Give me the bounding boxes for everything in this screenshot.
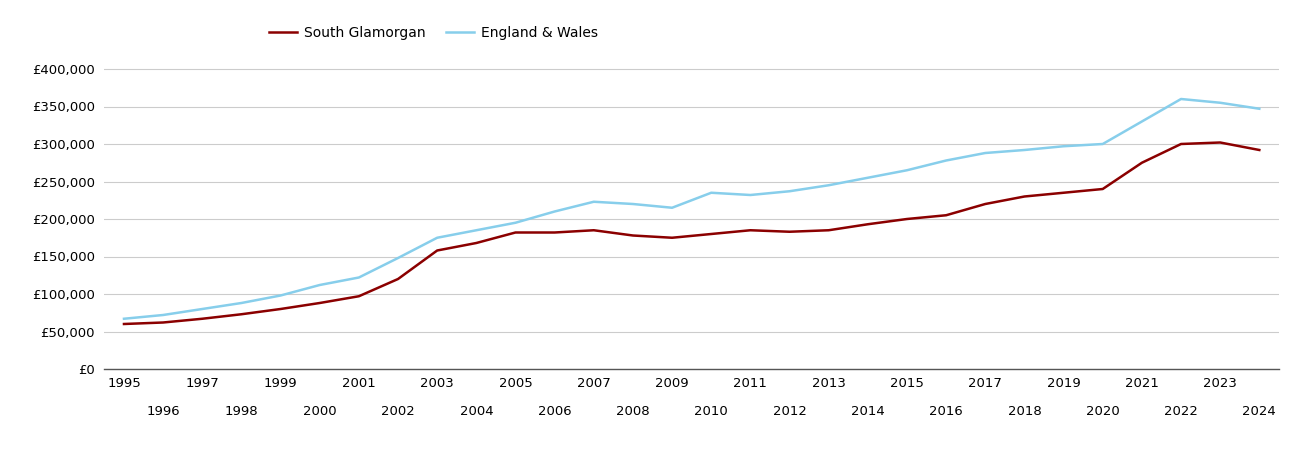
Text: 2016: 2016 (929, 405, 963, 418)
South Glamorgan (703, 231, 719, 237)
England & Wales (194, 306, 210, 312)
England & Wales (664, 205, 680, 211)
South Glamorgan (938, 212, 954, 218)
Line: South Glamorgan: South Glamorgan (124, 143, 1259, 324)
England & Wales (821, 183, 837, 188)
South Glamorgan (1212, 140, 1228, 145)
South Glamorgan (1017, 194, 1032, 199)
South Glamorgan (625, 233, 641, 238)
Text: 2008: 2008 (616, 405, 650, 418)
South Glamorgan (1056, 190, 1071, 195)
Text: 2018: 2018 (1007, 405, 1041, 418)
South Glamorgan (194, 316, 210, 321)
Text: 2024: 2024 (1242, 405, 1276, 418)
South Glamorgan (860, 221, 876, 227)
South Glamorgan (312, 300, 328, 306)
England & Wales (977, 150, 993, 156)
England & Wales (547, 209, 562, 214)
South Glamorgan (743, 228, 758, 233)
Text: 2004: 2004 (459, 405, 493, 418)
England & Wales (116, 316, 132, 321)
South Glamorgan (547, 230, 562, 235)
South Glamorgan (351, 293, 367, 299)
South Glamorgan (977, 201, 993, 207)
South Glamorgan (1134, 160, 1150, 166)
South Glamorgan (234, 311, 249, 317)
England & Wales (743, 192, 758, 198)
South Glamorgan (1173, 141, 1189, 147)
England & Wales (899, 167, 915, 173)
South Glamorgan (1095, 186, 1111, 192)
Text: 2002: 2002 (381, 405, 415, 418)
South Glamorgan (155, 320, 171, 325)
England & Wales (1095, 141, 1111, 147)
Text: 2022: 2022 (1164, 405, 1198, 418)
England & Wales (429, 235, 445, 240)
South Glamorgan (899, 216, 915, 222)
Text: 1996: 1996 (146, 405, 180, 418)
Text: 2006: 2006 (538, 405, 572, 418)
Text: 2014: 2014 (851, 405, 885, 418)
England & Wales (1134, 119, 1150, 124)
South Glamorgan (429, 248, 445, 253)
England & Wales (351, 275, 367, 280)
England & Wales (1212, 100, 1228, 105)
Line: England & Wales: England & Wales (124, 99, 1259, 319)
England & Wales (1056, 144, 1071, 149)
England & Wales (586, 199, 602, 204)
South Glamorgan (821, 228, 837, 233)
South Glamorgan (586, 228, 602, 233)
South Glamorgan (390, 276, 406, 282)
Text: 1998: 1998 (224, 405, 258, 418)
England & Wales (273, 293, 288, 298)
Text: 2010: 2010 (694, 405, 728, 418)
South Glamorgan (782, 229, 797, 234)
England & Wales (1251, 106, 1267, 112)
South Glamorgan (1251, 147, 1267, 153)
England & Wales (1017, 147, 1032, 153)
England & Wales (625, 201, 641, 207)
Text: 2012: 2012 (773, 405, 806, 418)
South Glamorgan (273, 306, 288, 312)
South Glamorgan (664, 235, 680, 240)
South Glamorgan (468, 240, 484, 246)
South Glamorgan (508, 230, 523, 235)
England & Wales (703, 190, 719, 195)
Text: 2020: 2020 (1086, 405, 1120, 418)
England & Wales (234, 300, 249, 306)
England & Wales (155, 312, 171, 318)
England & Wales (860, 175, 876, 180)
England & Wales (312, 282, 328, 288)
England & Wales (468, 228, 484, 233)
Text: 2000: 2000 (303, 405, 337, 418)
England & Wales (782, 189, 797, 194)
England & Wales (390, 255, 406, 261)
South Glamorgan (116, 321, 132, 327)
England & Wales (938, 158, 954, 163)
Legend: South Glamorgan, England & Wales: South Glamorgan, England & Wales (264, 20, 603, 45)
England & Wales (1173, 96, 1189, 102)
England & Wales (508, 220, 523, 225)
